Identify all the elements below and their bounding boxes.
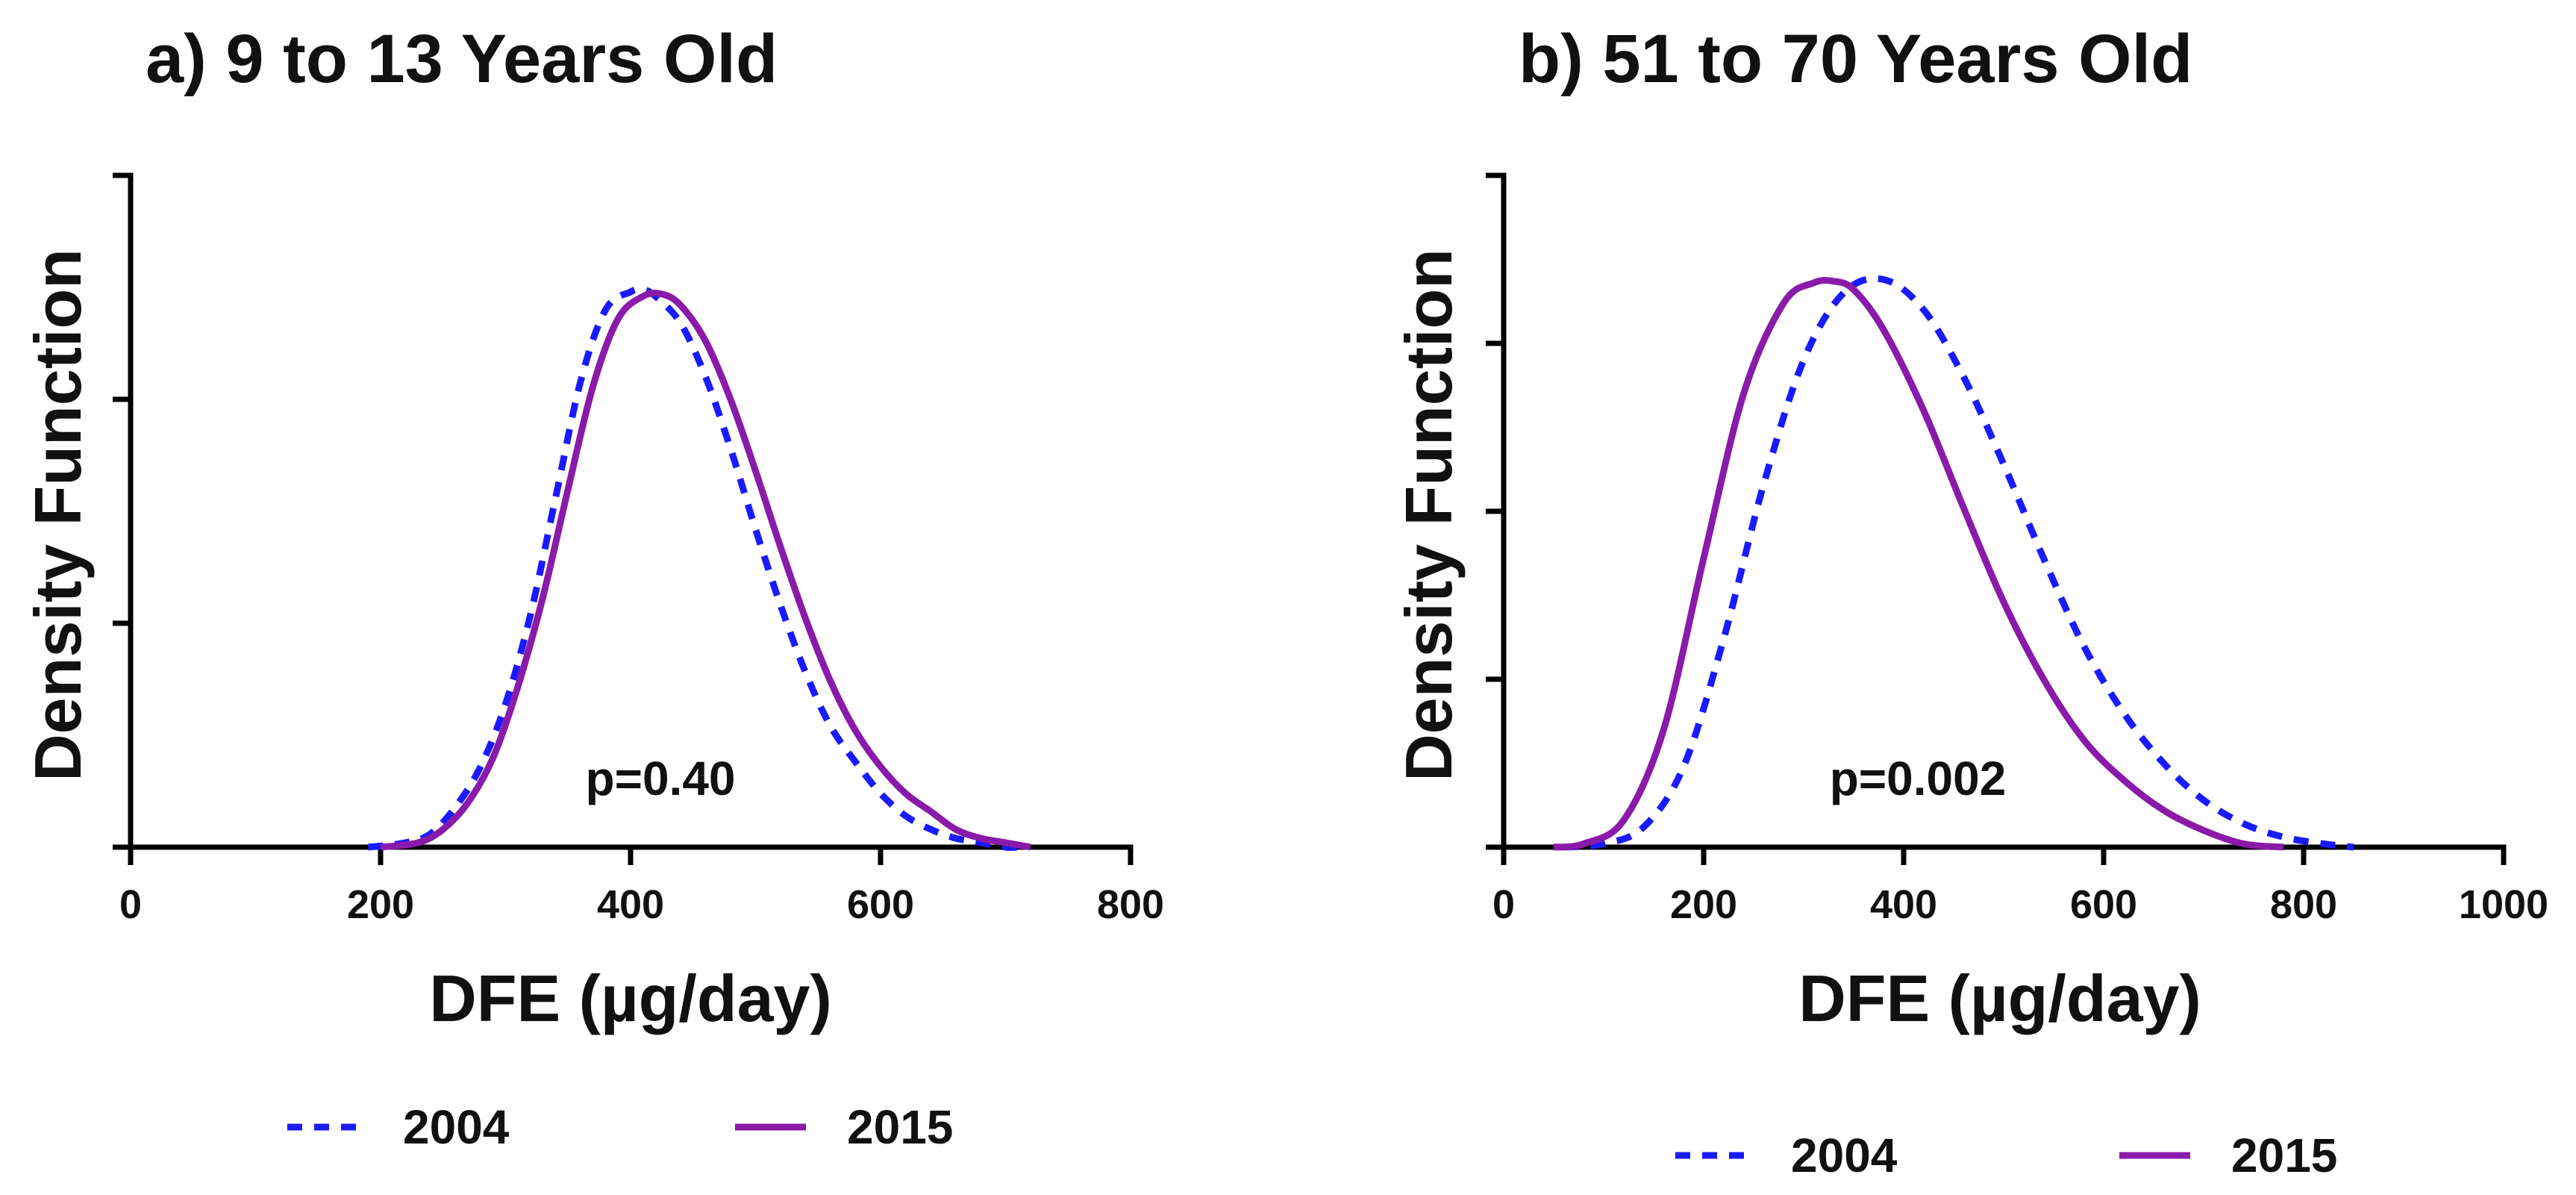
panel-b-title: b) 51 to 70 Years Old: [1519, 21, 2192, 97]
x-tick-label: 200: [347, 882, 414, 927]
panel-a: a) 9 to 13 Years Old Density Function DF…: [21, 21, 1164, 1154]
panel-b: b) 51 to 70 Years Old Density Function D…: [1392, 21, 2548, 1182]
x-tick-label: 200: [1670, 882, 1737, 927]
series-line-2015: [380, 290, 1031, 851]
x-tick-label: 0: [1492, 882, 1515, 927]
x-tick-label: 1000: [2459, 882, 2548, 927]
panel-a-xlabel: DFE (µg/day): [429, 961, 832, 1035]
series-line-2004: [367, 285, 1019, 851]
panel-a-annotation: p=0.40: [585, 752, 735, 805]
panel-b-legend: 2004 2015: [1675, 1129, 2337, 1182]
x-tick-label: 800: [1097, 882, 1164, 927]
legend-label-2004: 2004: [403, 1100, 510, 1154]
x-tick-label: 800: [2270, 882, 2337, 927]
series-line-2015: [1553, 277, 2284, 851]
x-tick-label: 0: [119, 882, 142, 927]
legend-label-2015: 2015: [847, 1100, 953, 1154]
legend-label-2004: 2004: [1791, 1129, 1898, 1182]
panel-a-title: a) 9 to 13 Years Old: [146, 21, 778, 97]
panel-b-ylabel: Density Function: [1392, 249, 1466, 781]
panel-b-xlabel: DFE (µg/day): [1798, 961, 2201, 1035]
series-line-2004: [1563, 275, 2354, 851]
panel-b-annotation: p=0.002: [1830, 752, 2007, 805]
panel-a-ylabel: Density Function: [21, 249, 95, 781]
x-tick-label: 600: [2070, 882, 2137, 927]
x-tick-label: 400: [1870, 882, 1937, 927]
panel-a-legend: 2004 2015: [287, 1100, 953, 1154]
x-tick-label: 400: [597, 882, 664, 927]
legend-label-2015: 2015: [2231, 1129, 2337, 1182]
x-tick-label: 600: [847, 882, 914, 927]
